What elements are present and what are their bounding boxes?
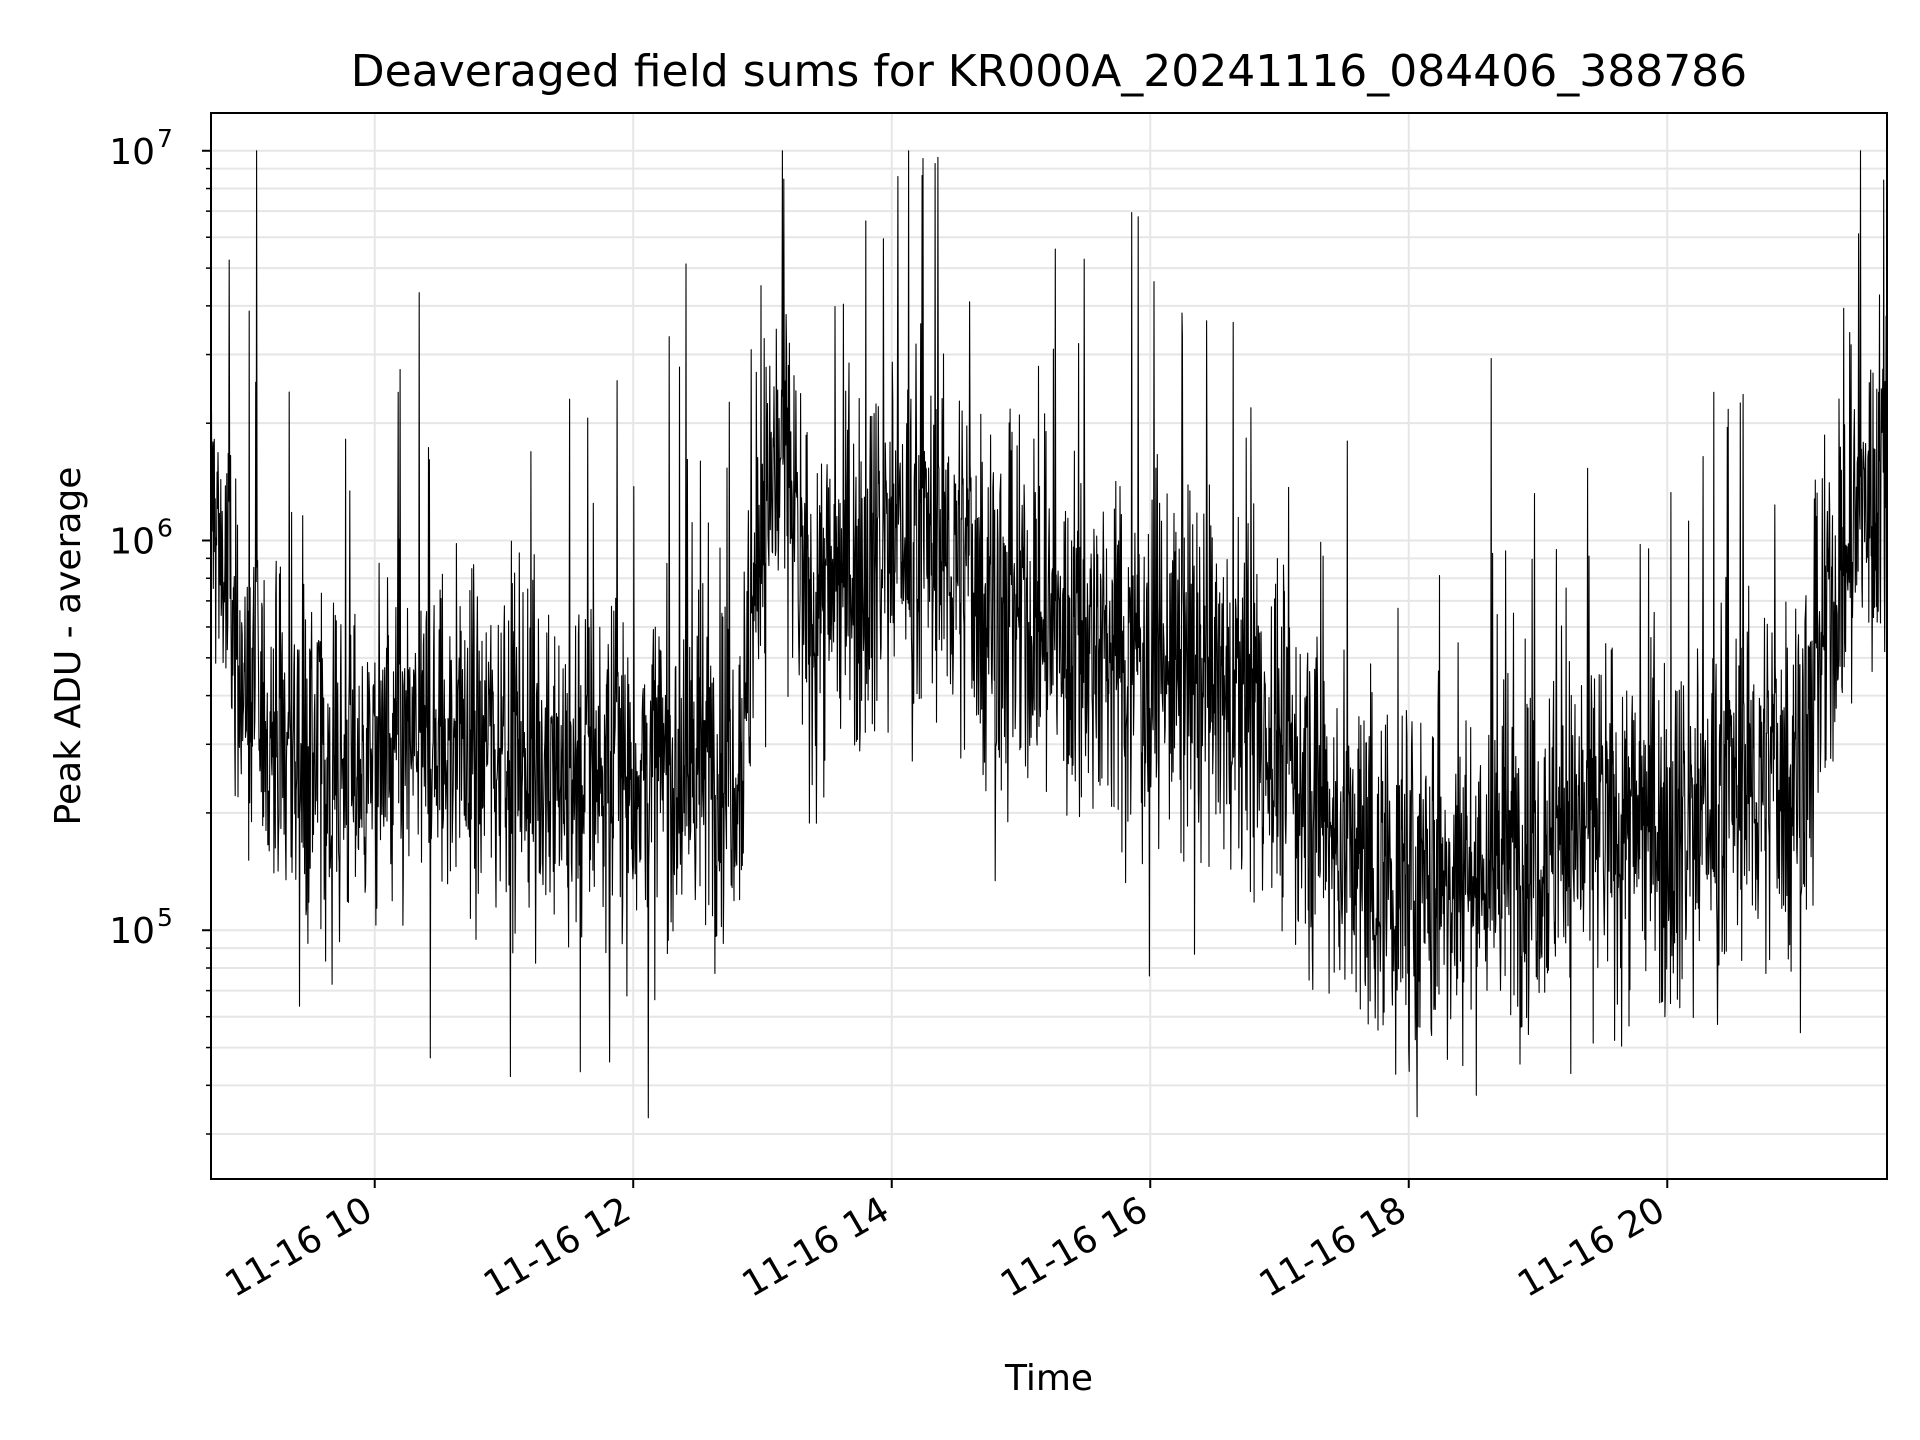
y-tick-exponent: 5 (157, 903, 173, 932)
y-tick-base: 10 (109, 522, 155, 563)
y-axis-label: Peak ADU - average (48, 467, 89, 826)
y-tick-exponent: 6 (157, 514, 173, 543)
y-tick-label: 10 (109, 522, 155, 563)
series-line (210, 150, 1888, 1119)
y-tick-base: 10 (109, 132, 155, 173)
y-tick-label: 10 (109, 132, 155, 173)
plot-area (210, 150, 1888, 1119)
y-tick-base: 10 (109, 911, 155, 952)
y-tick-label: 10 (109, 911, 155, 952)
x-axis-label: Time (1004, 1358, 1093, 1399)
axes-frame (210, 112, 1888, 1180)
y-tick-exponent: 7 (157, 124, 173, 153)
chart-title: Deaveraged field sums for KR000A_2024111… (351, 46, 1747, 97)
